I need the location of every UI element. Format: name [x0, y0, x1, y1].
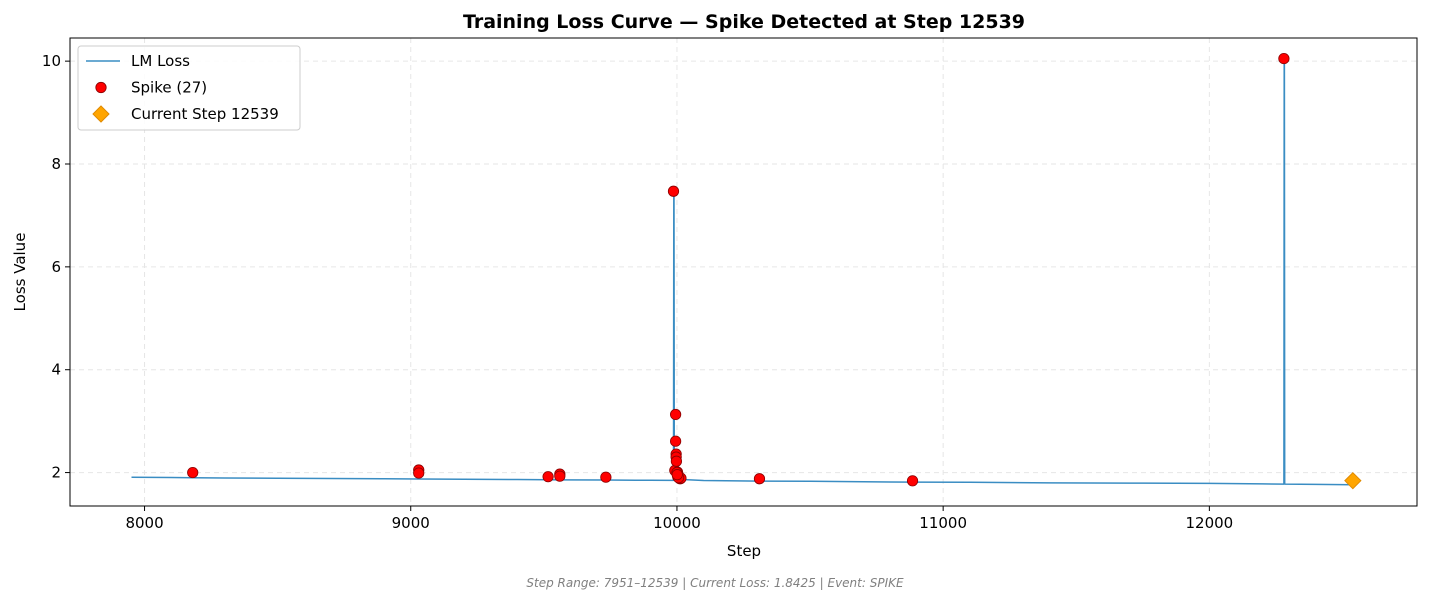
chart-title: Training Loss Curve — Spike Detected at … [463, 11, 1025, 33]
spike-point [1278, 52, 1290, 65]
legend-label: LM Loss [131, 52, 190, 70]
y-tick-label: 10 [42, 52, 61, 70]
legend-spike-swatch [95, 81, 107, 94]
current-step-marker [1344, 471, 1362, 490]
spike-point [671, 469, 683, 481]
x-tick-label: 8000 [125, 514, 163, 532]
y-tick-label: 4 [51, 361, 61, 379]
y-axis-label: Loss Value [11, 233, 29, 312]
spike-point [542, 471, 554, 483]
spike-point [600, 471, 612, 483]
x-axis-label: Step [727, 542, 761, 560]
footer-caption: Step Range: 7951–12539 | Current Loss: 1… [526, 576, 904, 590]
y-tick-label: 8 [51, 155, 61, 173]
x-tick-label: 11000 [919, 514, 967, 532]
spike-point [670, 455, 683, 467]
spike-point [906, 475, 919, 487]
grid-layer [70, 38, 1417, 506]
legend-label: Spike (27) [131, 79, 207, 97]
legend: LM Loss Spike (27) Current Step 12539 [77, 45, 301, 131]
legend-box [77, 45, 301, 131]
spike-point [667, 185, 680, 197]
x-tick-label: 12000 [1186, 514, 1234, 532]
spike-point [670, 408, 682, 421]
spike-point [413, 467, 425, 479]
x-tick-label: 9000 [392, 514, 430, 532]
y-tick-label: 6 [51, 258, 61, 276]
axes-layer: 8000 9000 10000 11000 12000 2 4 6 8 10 [42, 37, 1418, 532]
y-tick-label: 2 [51, 464, 61, 482]
plot-frame [69, 37, 1418, 507]
spike-point [670, 435, 682, 447]
series-layer [131, 52, 1362, 490]
legend-label: Current Step 12539 [131, 105, 279, 123]
x-tick-label: 10000 [653, 514, 701, 532]
spike-point [753, 473, 766, 485]
spike-point [554, 470, 566, 482]
legend-marker-swatch [92, 105, 110, 123]
loss-line [131, 57, 1353, 486]
spike-point [187, 466, 199, 479]
